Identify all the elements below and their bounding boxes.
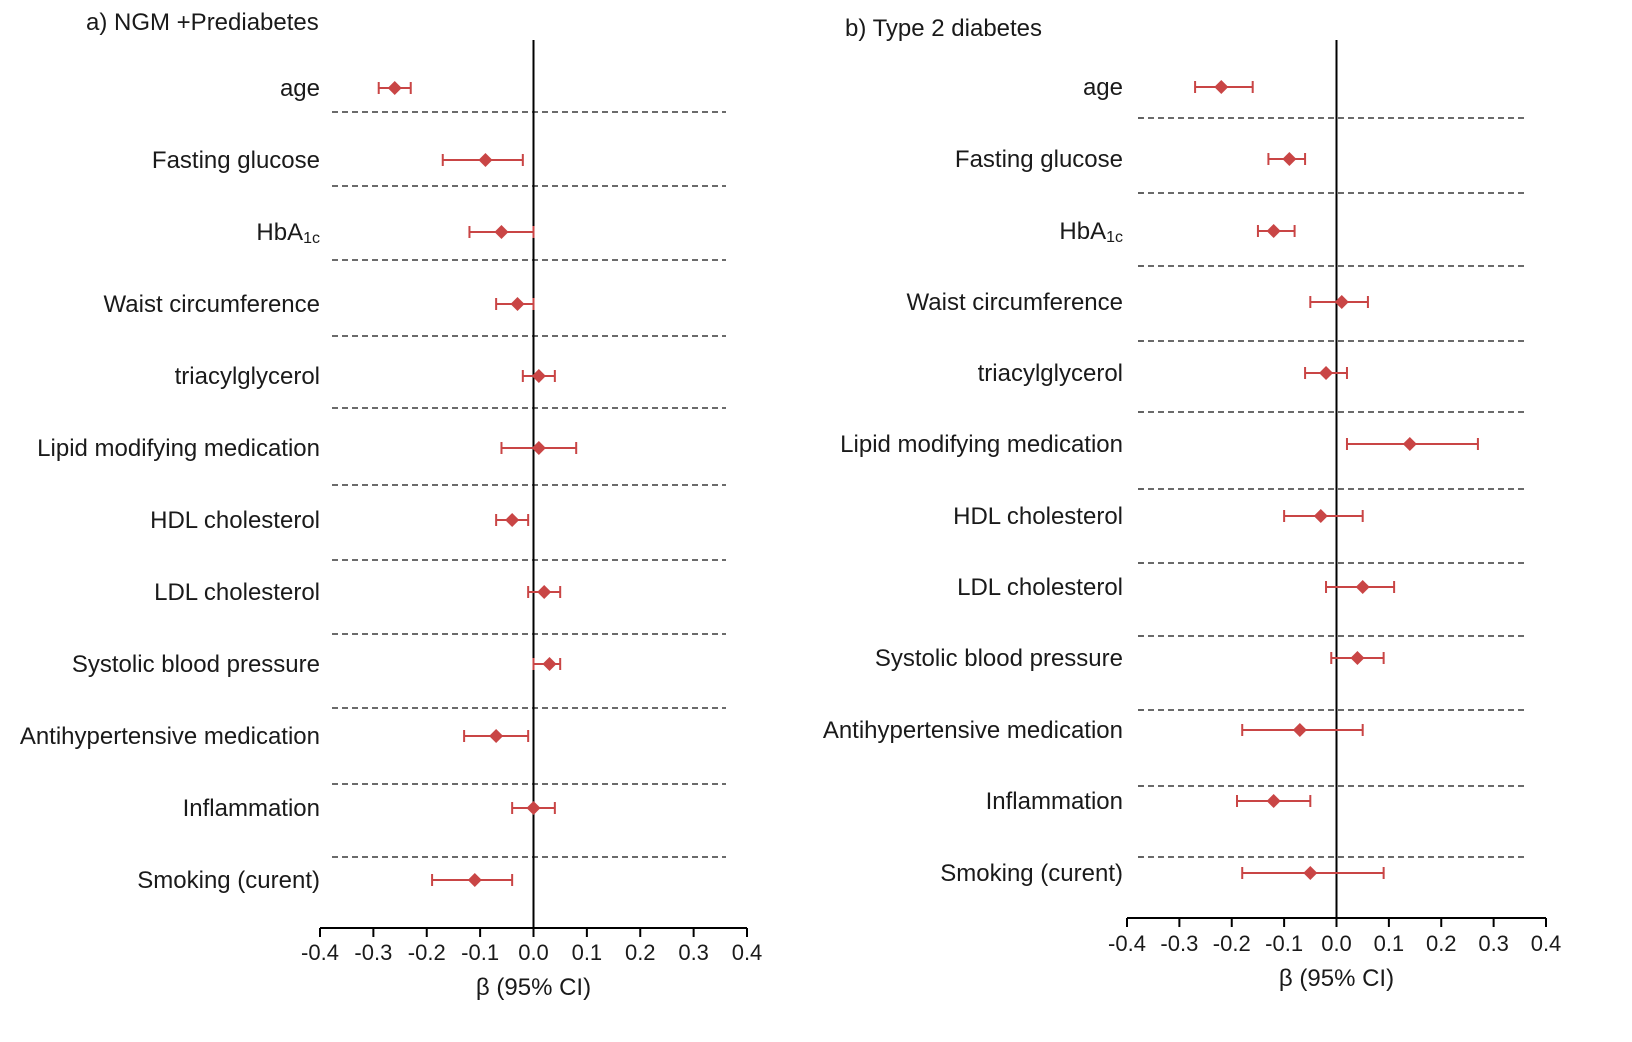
row-label: age [280, 75, 320, 102]
row-label-text: Inflammation [986, 788, 1123, 815]
row-label-text: Waist circumference [907, 289, 1124, 316]
row-label-text: HDL cholesterol [150, 507, 320, 534]
beta-point-marker [1319, 366, 1334, 380]
row-label-text: Fasting glucose [955, 146, 1123, 173]
row-label: HbA1c [256, 219, 320, 247]
row-label-text: HbA [256, 219, 303, 246]
row-label-text: age [1083, 74, 1123, 101]
row-label-text: Lipid modifying medication [37, 435, 320, 462]
beta-point-marker [505, 513, 520, 527]
beta-point-marker [478, 153, 493, 167]
row-label: Systolic blood pressure [72, 651, 320, 678]
beta-point-marker [1402, 437, 1417, 451]
x-tick-label: -0.3 [354, 940, 392, 965]
row-label: age [1083, 74, 1123, 101]
beta-point-marker [494, 225, 509, 239]
x-tick-label: -0.4 [1108, 931, 1146, 956]
row-label: Antihypertensive medication [20, 723, 320, 750]
x-tick-label: 0.3 [678, 940, 709, 965]
row-label: triacylglycerol [978, 360, 1123, 387]
x-tick-label: -0.1 [1265, 931, 1303, 956]
beta-point-marker [1303, 866, 1318, 880]
x-tick-label: -0.1 [461, 940, 499, 965]
panel-title: a) NGM +Prediabetes [86, 9, 319, 36]
x-tick-label: 0.3 [1478, 931, 1509, 956]
beta-point-marker [489, 729, 504, 743]
beta-point-marker [1292, 723, 1307, 737]
x-tick-label: -0.2 [1213, 931, 1251, 956]
panel-title: b) Type 2 diabetes [845, 15, 1042, 42]
row-label: Inflammation [183, 795, 320, 822]
row-label-text: LDL cholesterol [154, 579, 320, 606]
beta-point-marker [510, 297, 525, 311]
row-label: LDL cholesterol [957, 574, 1123, 601]
row-label: Smoking (curent) [940, 860, 1123, 887]
row-label: triacylglycerol [175, 363, 320, 390]
x-tick-label: 0.1 [572, 940, 603, 965]
row-label: Smoking (curent) [137, 867, 320, 894]
row-label-text: HDL cholesterol [953, 503, 1123, 530]
row-label-text: age [280, 75, 320, 102]
row-label-text: Antihypertensive medication [20, 723, 320, 750]
beta-point-marker [1334, 295, 1349, 309]
panel-ngm-prediabetes: a) NGM +Prediabetes -0.4 -0.3 -0.2 -0.1 0.0 0.… [20, 9, 762, 1001]
row-label-text: Lipid modifying medication [840, 431, 1123, 458]
x-axis-title: β (95% CI) [476, 974, 591, 1001]
beta-point-marker [542, 657, 557, 671]
beta-point-marker [526, 801, 541, 815]
beta-point-marker [1214, 80, 1229, 94]
x-tick-label: 0.2 [625, 940, 656, 965]
row-label-text: LDL cholesterol [957, 574, 1123, 601]
x-tick-label: 0.4 [1531, 931, 1562, 956]
beta-point-marker [467, 873, 482, 887]
beta-point-marker [531, 441, 546, 455]
x-tick-label: -0.2 [408, 940, 446, 965]
x-tick-label: 0.0 [1321, 931, 1352, 956]
x-axis-title: β (95% CI) [1279, 965, 1394, 992]
beta-point-marker [537, 585, 552, 599]
row-label: HbA1c [1059, 218, 1123, 246]
row-label: Inflammation [986, 788, 1123, 815]
row-label: Antihypertensive medication [823, 717, 1123, 744]
x-tick-label: -0.3 [1160, 931, 1198, 956]
row-label: Waist circumference [907, 289, 1124, 316]
beta-point-marker [1313, 509, 1328, 523]
x-tick-label: 0.1 [1374, 931, 1405, 956]
panel-type2-diabetes: b) Type 2 diabetes -0.4 -0.3 -0.2 -0.1 0.0 0.1… [823, 15, 1561, 992]
x-tick-label: 0.0 [518, 940, 549, 965]
beta-point-marker [1282, 152, 1297, 166]
row-label: Lipid modifying medication [840, 431, 1123, 458]
x-tick-label: -0.4 [301, 940, 339, 965]
row-label: LDL cholesterol [154, 579, 320, 606]
x-tick-label: 0.2 [1426, 931, 1457, 956]
row-label: Waist circumference [104, 291, 321, 318]
row-label-text: Smoking (curent) [940, 860, 1123, 887]
beta-point-marker [1266, 224, 1281, 238]
row-label-text: Systolic blood pressure [72, 651, 320, 678]
row-label: Fasting glucose [152, 147, 320, 174]
row-label: HDL cholesterol [150, 507, 320, 534]
row-label-text: triacylglycerol [175, 363, 320, 390]
row-label-text: Waist circumference [104, 291, 321, 318]
row-label: Lipid modifying medication [37, 435, 320, 462]
row-label-subscript: 1c [303, 230, 320, 247]
row-label-text: Systolic blood pressure [875, 645, 1123, 672]
beta-point-marker [1350, 651, 1365, 665]
row-label-text: Inflammation [183, 795, 320, 822]
row-label-text: Smoking (curent) [137, 867, 320, 894]
beta-point-marker [387, 81, 402, 95]
beta-point-marker [1355, 580, 1370, 594]
row-label: Fasting glucose [955, 146, 1123, 173]
row-label: HDL cholesterol [953, 503, 1123, 530]
x-tick-label: 0.4 [732, 940, 763, 965]
row-label-text: HbA [1059, 218, 1106, 245]
beta-point-marker [531, 369, 546, 383]
row-label-text: Antihypertensive medication [823, 717, 1123, 744]
beta-point-marker [1266, 794, 1281, 808]
row-label-text: triacylglycerol [978, 360, 1123, 387]
row-label-text: Fasting glucose [152, 147, 320, 174]
row-label-subscript: 1c [1106, 229, 1123, 246]
row-label: Systolic blood pressure [875, 645, 1123, 672]
